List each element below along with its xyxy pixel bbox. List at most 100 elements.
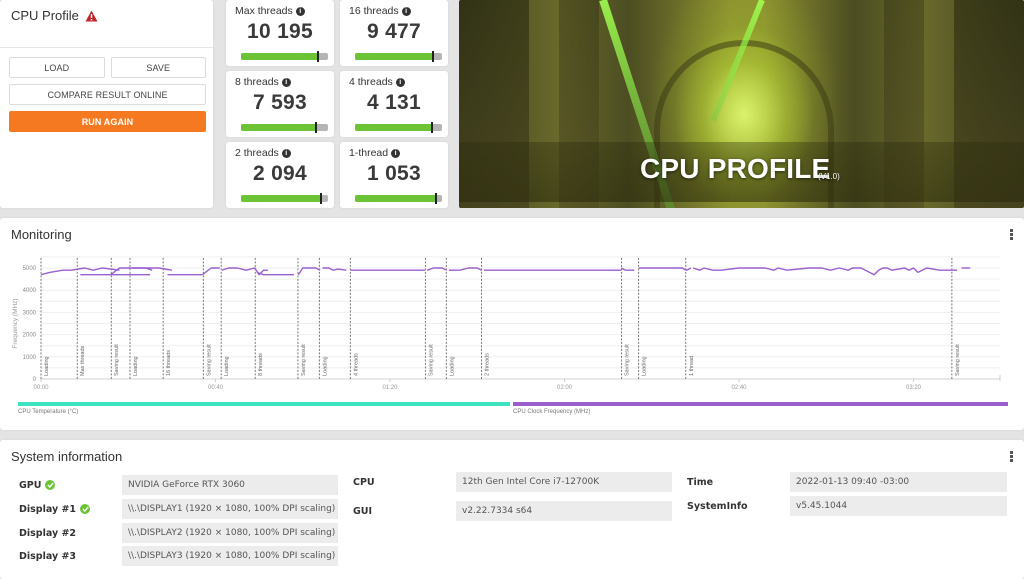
- score-tile: 2 threads i 2 094: [226, 142, 334, 208]
- run-again-button[interactable]: RUN AGAIN: [9, 111, 206, 132]
- svg-text:Loading: Loading: [224, 356, 230, 376]
- svg-text:Loading: Loading: [322, 356, 328, 376]
- svg-text:4000: 4000: [23, 288, 37, 294]
- system-info-label: SystemInfo: [687, 500, 748, 512]
- profile-title-row: CPU Profile: [0, 0, 213, 48]
- score-label: 4 threads i: [349, 76, 405, 88]
- info-icon[interactable]: i: [281, 148, 291, 158]
- score-bar: [355, 51, 442, 62]
- svg-text:02:40: 02:40: [731, 385, 747, 391]
- system-info-label: Display #3: [19, 548, 76, 564]
- score-value: 10 195: [246, 20, 314, 43]
- score-bar: [241, 51, 328, 62]
- svg-text:Saving result: Saving result: [955, 344, 961, 376]
- score-bar-fill: [355, 53, 434, 60]
- info-icon[interactable]: i: [395, 77, 405, 87]
- system-info-value: \\.\DISPLAY3 (1920 × 1080, 100% DPI scal…: [122, 546, 338, 566]
- score-bar-marker: [320, 193, 323, 204]
- compare-row: COMPARE RESULT ONLINE: [9, 84, 206, 105]
- system-info-label: GPU: [19, 477, 56, 493]
- svg-text:00:00: 00:00: [33, 385, 49, 391]
- frequency-chart: 0 1000 2000 3000 4000 5000 Frequency (MHz) 00:0…: [12, 256, 1001, 391]
- legend-temperature-bar[interactable]: [18, 402, 510, 406]
- svg-text:Saving result: Saving result: [428, 344, 434, 376]
- score-bar-marker: [316, 51, 319, 62]
- svg-text:Loading: Loading: [449, 356, 455, 376]
- svg-text:8 threads: 8 threads: [258, 353, 264, 376]
- compare-result-online-button[interactable]: COMPARE RESULT ONLINE: [9, 84, 206, 105]
- legend-temperature-label: CPU Temperature (°C): [18, 409, 79, 415]
- score-tile: 16 threads i 9 477: [340, 0, 448, 66]
- score-label-text: 8 threads: [235, 76, 279, 88]
- score-bar-marker: [432, 51, 435, 62]
- hero-title-band: [459, 142, 1024, 202]
- score-bar: [241, 193, 328, 204]
- system-info-label: Time: [687, 476, 714, 488]
- score-label: 1-thread i: [349, 147, 401, 159]
- score-bar-marker: [314, 122, 317, 133]
- profile-title: CPU Profile: [11, 8, 79, 23]
- score-label-text: 4 threads: [349, 76, 393, 88]
- system-info-value: \\.\DISPLAY2 (1920 × 1080, 100% DPI scal…: [122, 523, 338, 543]
- svg-text:3000: 3000: [23, 310, 37, 316]
- system-info-label-text: Display #2: [19, 527, 77, 539]
- system-info-label-text: Display #3: [19, 550, 77, 562]
- system-info-menu-icon[interactable]: [1010, 451, 1014, 462]
- system-info-value: 12th Gen Intel Core i7-12700K: [456, 472, 672, 492]
- score-bar-fill: [241, 195, 322, 202]
- info-icon[interactable]: i: [295, 6, 305, 16]
- legend-frequency-bar[interactable]: [513, 402, 1008, 406]
- hero-banner: CPU PROFILE (V1.0): [459, 0, 1024, 208]
- system-info-value: NVIDIA GeForce RTX 3060: [122, 475, 338, 495]
- score-label: 16 threads i: [349, 5, 411, 17]
- svg-text:Frequency (MHz): Frequency (MHz): [12, 298, 19, 348]
- svg-text:0: 0: [33, 377, 37, 383]
- score-tile: Max threads i 10 195: [226, 0, 334, 66]
- svg-text:Saving result: Saving result: [114, 344, 120, 376]
- info-icon[interactable]: i: [281, 77, 291, 87]
- score-bar: [355, 193, 442, 204]
- cpu-profile-panel: CPU Profile LOAD SAVE COMPARE RESULT ONL…: [0, 0, 213, 208]
- run-again-row: RUN AGAIN: [9, 111, 206, 132]
- score-bar: [241, 122, 328, 133]
- hero-title: CPU PROFILE: [640, 153, 831, 184]
- svg-text:Saving result: Saving result: [301, 344, 307, 376]
- svg-text:Saving result: Saving result: [206, 344, 212, 376]
- svg-text:Loading: Loading: [133, 356, 139, 376]
- score-value: 7 593: [252, 91, 308, 114]
- svg-text:Loading: Loading: [44, 356, 50, 376]
- svg-text:03:20: 03:20: [906, 385, 922, 391]
- score-label-text: 1-thread: [349, 147, 389, 159]
- score-bar-fill: [241, 53, 318, 60]
- svg-text:Saving result: Saving result: [625, 344, 631, 376]
- system-info-value: 2022-01-13 09:40 -03:00: [790, 472, 1007, 492]
- info-icon[interactable]: i: [391, 148, 401, 158]
- score-bar-marker: [434, 193, 437, 204]
- score-tile: 8 threads i 7 593: [226, 71, 334, 137]
- load-button[interactable]: LOAD: [9, 57, 105, 78]
- save-button[interactable]: SAVE: [110, 57, 206, 78]
- score-bar-fill: [355, 124, 433, 131]
- score-label-text: 16 threads: [349, 5, 399, 17]
- score-bar-marker: [431, 122, 434, 133]
- score-value: 2 094: [252, 162, 308, 185]
- svg-text:5000: 5000: [23, 266, 37, 272]
- system-info-value: v5.45.1044: [790, 496, 1007, 516]
- system-info-value: \\.\DISPLAY1 (1920 × 1080, 100% DPI scal…: [122, 499, 338, 519]
- svg-text:01:20: 01:20: [382, 385, 398, 391]
- warning-triangle-icon[interactable]: [85, 10, 98, 22]
- svg-text:Loading: Loading: [642, 356, 648, 376]
- score-label-text: 2 threads: [235, 147, 279, 159]
- score-label: 2 threads i: [235, 147, 291, 159]
- monitoring-menu-icon[interactable]: [1010, 229, 1014, 240]
- system-info-label: Display #1: [19, 501, 91, 517]
- svg-text:02:00: 02:00: [557, 385, 573, 391]
- legend-frequency-label: CPU Clock Frequency (MHz): [513, 409, 591, 415]
- svg-text:Max threads: Max threads: [80, 345, 86, 376]
- info-icon[interactable]: i: [401, 6, 411, 16]
- score-value: 1 053: [366, 162, 422, 185]
- score-bar: [355, 122, 442, 133]
- hero-version: (V1.0): [818, 172, 840, 181]
- load-save-row: LOAD SAVE: [9, 57, 206, 78]
- monitoring-panel: Monitoring 0 1000 2000 3000 4000 5000 Frequenc…: [0, 218, 1024, 430]
